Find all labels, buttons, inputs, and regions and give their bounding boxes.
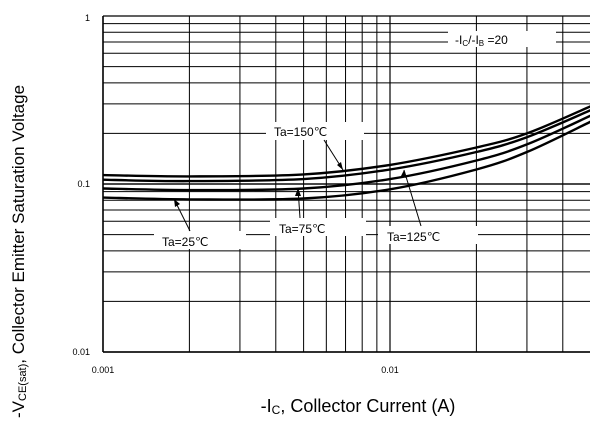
xlabel-part-3: , Collector Current (A) xyxy=(280,396,455,416)
x-tick-0.001: 0.001 xyxy=(92,365,115,375)
condition-part-2: C xyxy=(462,39,468,48)
leader-arrow-75 xyxy=(295,188,301,196)
svg-text:-IC/-IB =20: -IC/-IB =20 xyxy=(455,33,508,48)
ylabel-part-1: -V xyxy=(9,400,28,418)
ylabel-part-2: CE(sat) xyxy=(17,364,29,401)
condition-part-5: =20 xyxy=(484,33,508,47)
series-line-0 xyxy=(102,105,590,178)
leader-arrow-25 xyxy=(174,199,180,207)
series-label-group-75: Ta=75℃ xyxy=(270,187,366,236)
series-line-1 xyxy=(102,109,590,183)
leader-line-125 xyxy=(403,169,422,227)
series-label-25: Ta=25℃ xyxy=(162,235,209,249)
series-label-125: Ta=125℃ xyxy=(387,230,440,244)
series-label-group-125: Ta=125℃ xyxy=(378,169,478,244)
condition-label: -IC/-IB =20 xyxy=(448,31,556,48)
ylabel-part-3: , Collector Emitter Saturation Voltage xyxy=(9,85,28,364)
x-axis-label: -IC, Collector Current (A) xyxy=(261,396,456,417)
series-line-2 xyxy=(102,114,590,192)
condition-part-3: /-I xyxy=(468,33,479,47)
tick-labels: 1 0.1 0.01 0.001 0.01 xyxy=(72,13,398,375)
xlabel-part-2: C xyxy=(272,403,281,417)
series-label-75: Ta=75℃ xyxy=(279,222,326,236)
x-tick-0.01: 0.01 xyxy=(381,365,399,375)
leader-arrow-125 xyxy=(401,170,406,178)
xlabel-part-1: -I xyxy=(261,396,272,416)
series-label-group-150: Ta=150℃ xyxy=(266,122,364,171)
condition-part-4: B xyxy=(479,39,484,48)
series-line-3 xyxy=(102,120,590,201)
condition-part-1: -I xyxy=(455,33,462,47)
series-label-150: Ta=150℃ xyxy=(274,125,327,139)
y-tick-0.01: 0.01 xyxy=(72,347,90,357)
leader-arrow-150 xyxy=(337,162,343,170)
series-lines xyxy=(102,105,590,201)
y-tick-1: 1 xyxy=(85,13,90,23)
series-label-group-25: Ta=25℃ xyxy=(154,198,246,249)
y-axis-label: -VCE(sat), Collector Emitter Saturation … xyxy=(9,85,29,418)
y-tick-0.1: 0.1 xyxy=(77,179,90,189)
